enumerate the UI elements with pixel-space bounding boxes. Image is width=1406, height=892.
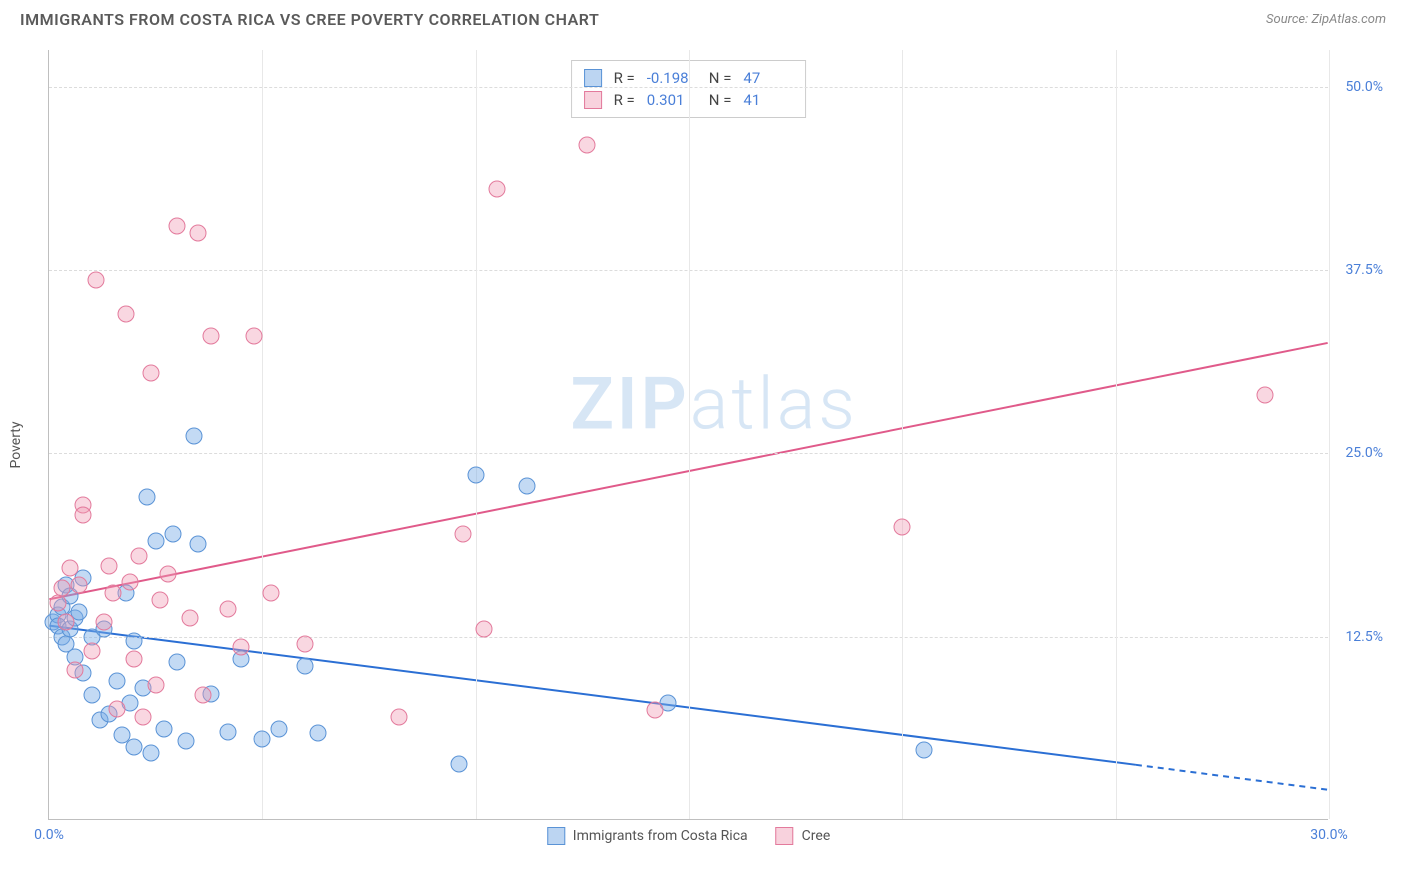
gridline-v	[689, 50, 690, 819]
series-legend: Immigrants from Costa Rica Cree	[547, 827, 830, 845]
legend-item-blue: Immigrants from Costa Rica	[547, 827, 748, 845]
chart-source: Source: ZipAtlas.com	[1266, 12, 1386, 27]
data-point	[156, 721, 173, 738]
data-point	[186, 427, 203, 444]
ytick-label: 25.0%	[1333, 445, 1383, 461]
xtick-label: 0.0%	[34, 827, 64, 843]
data-point	[49, 594, 66, 611]
data-point	[454, 526, 471, 543]
data-point	[143, 744, 160, 761]
data-point	[53, 580, 70, 597]
data-point	[70, 577, 87, 594]
gridline-v	[262, 50, 263, 819]
data-point	[147, 677, 164, 694]
gridline-v	[902, 50, 903, 819]
data-point	[117, 306, 134, 323]
data-point	[646, 702, 663, 719]
ytick-label: 12.5%	[1333, 629, 1383, 645]
data-point	[126, 633, 143, 650]
chart-title: IMMIGRANTS FROM COSTA RICA VS CREE POVER…	[20, 10, 599, 29]
data-point	[450, 756, 467, 773]
swatch-pink-icon	[584, 91, 602, 109]
swatch-blue-icon	[547, 827, 565, 845]
data-point	[62, 559, 79, 576]
swatch-blue-icon	[584, 69, 602, 87]
data-point	[100, 558, 117, 575]
data-point	[489, 181, 506, 198]
data-point	[190, 225, 207, 242]
data-point	[220, 600, 237, 617]
legend-item-pink: Cree	[776, 827, 831, 845]
data-point	[83, 643, 100, 660]
swatch-pink-icon	[776, 827, 794, 845]
data-point	[130, 548, 147, 565]
data-point	[467, 467, 484, 484]
data-point	[109, 700, 126, 717]
data-point	[147, 533, 164, 550]
xtick-label: 30.0%	[1310, 827, 1348, 843]
plot-area: ZIPatlas R = -0.198 N = 47 R = 0.301 N =…	[48, 50, 1328, 820]
data-point	[190, 536, 207, 553]
data-point	[894, 518, 911, 535]
ytick-label: 50.0%	[1333, 79, 1383, 95]
data-point	[169, 653, 186, 670]
data-point	[58, 614, 75, 631]
data-point	[151, 592, 168, 609]
data-point	[181, 609, 198, 626]
ytick-label: 37.5%	[1333, 262, 1383, 278]
gridline-v	[476, 50, 477, 819]
data-point	[126, 738, 143, 755]
data-point	[254, 731, 271, 748]
data-point	[309, 725, 326, 742]
data-point	[203, 328, 220, 345]
data-point	[169, 218, 186, 235]
data-point	[194, 687, 211, 704]
data-point	[164, 526, 181, 543]
gridline-v	[1329, 50, 1330, 819]
data-point	[220, 724, 237, 741]
data-point	[233, 638, 250, 655]
data-point	[390, 709, 407, 726]
data-point	[518, 477, 535, 494]
data-point	[297, 636, 314, 653]
chart-header: IMMIGRANTS FROM COSTA RICA VS CREE POVER…	[0, 0, 1406, 35]
data-point	[578, 137, 595, 154]
data-point	[126, 650, 143, 667]
data-point	[262, 584, 279, 601]
data-point	[134, 709, 151, 726]
chart-container: Poverty ZIPatlas R = -0.198 N = 47 R = 0…	[48, 50, 1388, 840]
data-point	[476, 621, 493, 638]
data-point	[271, 721, 288, 738]
gridline-v	[1116, 50, 1117, 819]
y-axis-label: Poverty	[8, 421, 24, 468]
data-point	[66, 662, 83, 679]
data-point	[109, 672, 126, 689]
data-point	[83, 687, 100, 704]
data-point	[139, 489, 156, 506]
data-point	[96, 614, 113, 631]
data-point	[177, 732, 194, 749]
data-point	[915, 741, 932, 758]
watermark: ZIPatlas	[570, 361, 858, 446]
data-point	[1257, 386, 1274, 403]
data-point	[75, 506, 92, 523]
data-point	[87, 272, 104, 289]
data-point	[105, 584, 122, 601]
data-point	[160, 565, 177, 582]
data-point	[122, 574, 139, 591]
data-point	[245, 328, 262, 345]
data-point	[297, 658, 314, 675]
data-point	[143, 364, 160, 381]
